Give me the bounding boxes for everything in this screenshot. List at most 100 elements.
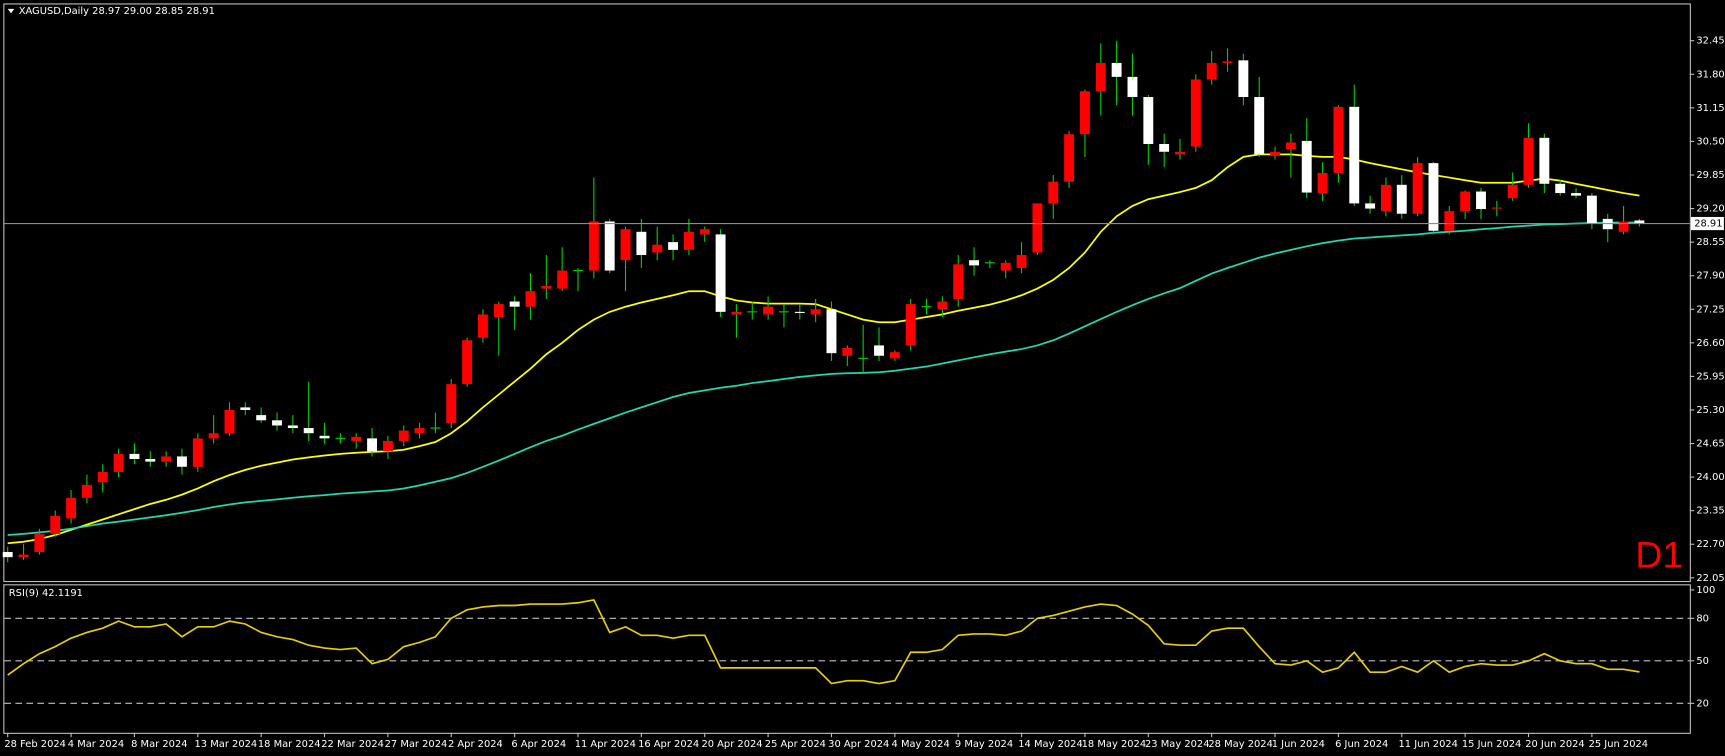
timeframe-label: D1 [1635,534,1683,576]
candle-body [50,515,61,534]
candle-body [129,453,140,460]
y-tick-label: 29.20 [1696,204,1724,215]
candle-body [541,286,552,289]
price-tag-label: 28.91 [1694,219,1722,230]
candle-body [1159,144,1170,152]
candle-body [557,270,568,289]
x-tick-label: 11 Jun 2024 [1398,739,1458,750]
candle-body [1412,163,1423,214]
candle-body [1539,137,1550,184]
candle-body [509,301,520,307]
candle-body [81,484,92,498]
candle-body [937,301,948,310]
y-tick-label: 22.70 [1696,539,1724,550]
chart-title: XAGUSD,Daily 28.97 29.00 28.85 28.91 [19,6,215,17]
candle-body [224,409,235,434]
x-tick-label: 1 Jun 2024 [1272,739,1325,750]
y-tick-label: 24.65 [1696,439,1724,450]
candle-body [1032,203,1043,253]
candle-body [1365,203,1376,209]
y-tick-label: 28.55 [1696,237,1724,248]
y-tick-label: 29.85 [1696,170,1724,181]
candle-body [2,551,13,558]
y-tick-label: 31.15 [1696,103,1724,114]
candle-body [1143,97,1154,145]
candle-body [208,433,219,439]
y-tick-label: 50 [1696,656,1709,667]
x-tick-label: 9 May 2024 [955,739,1013,750]
collapse-arrow[interactable] [7,8,15,14]
rsi-line [7,598,1640,685]
candle-body [1460,191,1471,212]
x-tick-label: 20 Apr 2024 [701,739,762,750]
candle-body [1238,60,1249,98]
candle-body [1285,142,1296,150]
candle-body [1301,140,1312,193]
candle-body [953,264,964,299]
moving-average [7,221,1640,536]
candle-body [683,231,694,250]
candle-body [1254,97,1265,155]
candle-body [462,340,473,385]
x-tick-label: 16 Apr 2024 [638,739,699,750]
y-tick-label: 80 [1696,613,1709,624]
candle-body [699,229,710,235]
candle-body [66,497,77,519]
candle-body [668,242,679,250]
x-tick-label: 2 Apr 2024 [448,739,503,750]
x-tick-label: 8 Mar 2024 [131,739,187,750]
x-tick-label: 18 May 2024 [1082,739,1146,750]
candle-body [1079,91,1090,135]
candle-body [367,438,378,452]
x-tick-label: 23 May 2024 [1145,739,1209,750]
candle-body [874,345,884,356]
candle-body [715,234,726,312]
rsi-title: RSI(9) 42.1191 [9,588,83,599]
x-tick-label: 30 Apr 2024 [828,739,889,750]
x-tick-label: 6 Apr 2024 [511,739,566,750]
x-tick-label: 22 Mar 2024 [321,739,384,750]
candle-body [18,554,29,558]
candle-body [1491,207,1502,209]
candle-body [113,453,124,472]
x-tick-label: 27 Mar 2024 [385,739,448,750]
candle-body [1048,181,1059,204]
candle-body [1270,151,1280,156]
x-tick-label: 28 Feb 2024 [4,739,66,750]
y-tick-label: 23.35 [1696,506,1724,517]
x-tick-label: 13 Mar 2024 [195,739,258,750]
candle-body [478,314,488,338]
y-tick-label: 25.95 [1696,371,1724,382]
y-tick-label: 22.05 [1696,573,1724,584]
candle-body [351,436,362,441]
x-tick-label: 15 Jun 2024 [1462,739,1522,750]
candle-body [1175,151,1185,155]
candle-body [1349,106,1360,204]
y-tick-label: 25.30 [1696,405,1724,416]
candle-body [34,533,45,552]
candle-body [1127,76,1138,98]
x-tick-label: 4 Mar 2024 [68,739,124,750]
candle-body [1111,62,1122,77]
candle-body [1428,163,1439,231]
y-tick-label: 30.50 [1696,136,1724,147]
price-tag [1690,216,1724,231]
candle-body [1190,79,1201,147]
x-tick-label: 6 Jun 2024 [1335,739,1388,750]
candle-body [794,311,805,313]
y-tick-label: 100 [1696,585,1715,596]
x-tick-label: 11 Apr 2024 [575,739,636,750]
candle-body [969,260,980,266]
candle-body [1000,262,1011,271]
candle-body [636,231,647,256]
candle-body [1507,184,1518,199]
candle-body [1222,61,1233,63]
candle-body [1571,193,1581,196]
candle-body [493,304,504,318]
candle-body [905,304,916,346]
candle-body [1444,211,1455,231]
x-tick-label: 18 Mar 2024 [258,739,321,750]
candle-body [842,347,853,356]
